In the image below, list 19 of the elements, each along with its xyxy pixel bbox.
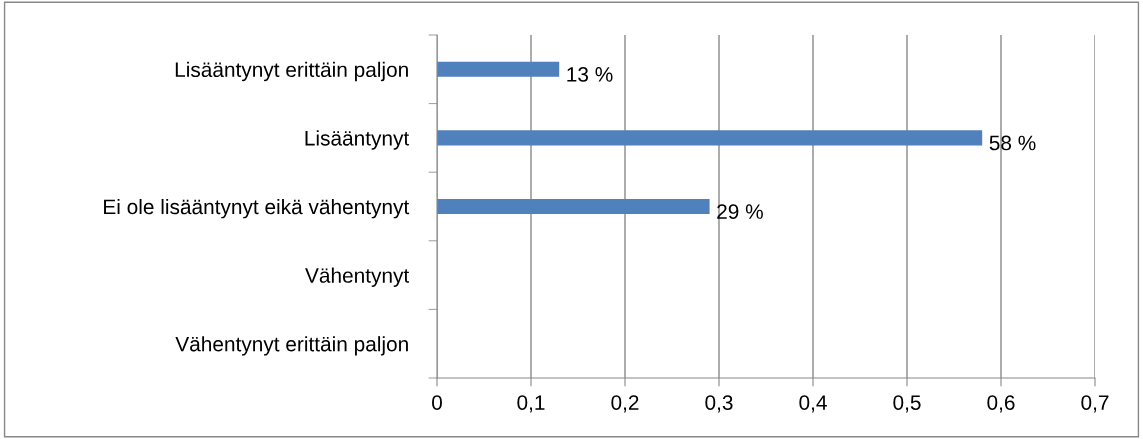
x-tick-label: 0,7 [1081,395,1109,413]
x-tick-label: 0,6 [987,395,1015,413]
data-label: 13 % [567,67,613,82]
bar [437,61,560,77]
y-tick-label: Vähentynyt [305,267,410,287]
y-tick-label: Lisääntynyt erittäin paljon [175,61,408,82]
x-tick-label: 0,5 [893,395,921,413]
y-tick-label: Vähentynyt erittäin paljon [175,336,408,356]
x-tick-label: 0,2 [611,395,639,413]
data-label: 29 % [717,204,763,219]
x-tick-label: 0,4 [799,395,827,413]
y-tick-label: Ei ole lisääntynyt eikä vähentynyt [104,198,410,219]
x-tick-label: 0,3 [705,395,733,413]
bar [437,198,710,215]
bar [437,130,983,146]
y-tick-label: Lisääntynyt [305,130,410,150]
data-label: 58 % [989,135,1036,151]
x-tick-label: 0 [432,395,442,410]
x-tick-label: 0,1 [517,395,545,413]
